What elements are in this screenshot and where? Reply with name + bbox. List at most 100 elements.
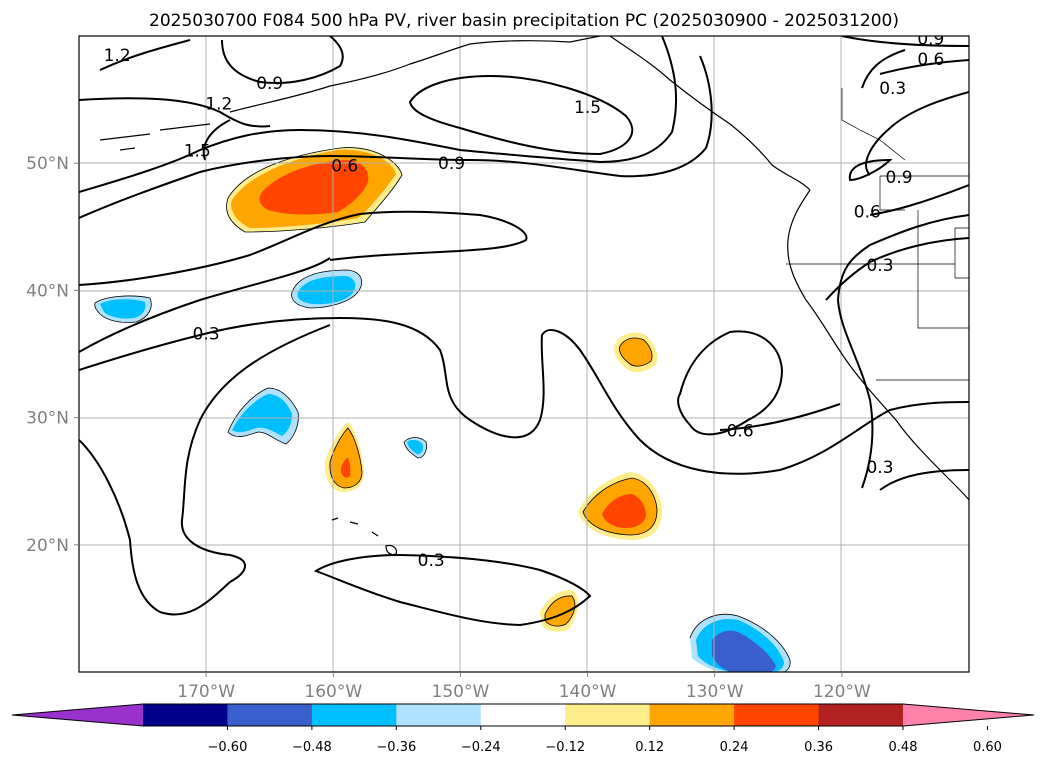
colorbar-segment [649, 704, 735, 726]
map-frame [78, 35, 970, 673]
colorbar-extend-low [12, 704, 143, 726]
anomaly-outline [619, 337, 653, 367]
contour-label: 0.6 [727, 421, 754, 441]
contour-label: 0.6 [331, 157, 358, 177]
anomaly-outline [544, 595, 576, 627]
positive-anomaly-region [329, 428, 362, 488]
colorbar-segment [311, 704, 397, 726]
contour-label: 0.9 [438, 154, 465, 174]
anomaly-outline [582, 477, 658, 536]
contour-label: 1.5 [184, 141, 211, 161]
contour-label: 0.3 [866, 256, 893, 276]
alaska-coast [229, 36, 601, 113]
west-coast [787, 189, 969, 501]
y-tick-label: 40°N [26, 281, 69, 301]
colorbar-tick-label: 0.48 [889, 740, 918, 755]
negative-anomaly-region [297, 276, 356, 305]
chart-title: 2025030700 F084 500 hPa PV, river basin … [149, 11, 899, 31]
anomaly-outline [227, 387, 299, 445]
contour-label: 0.9 [886, 168, 913, 188]
x-tick-label: 130°W [686, 682, 744, 702]
pv-contour-1.5 [202, 119, 231, 161]
colorbar-tick-label: 0.24 [720, 740, 749, 755]
precip-shading [94, 147, 791, 672]
contour-label: 1.2 [205, 94, 232, 114]
pv-contour-1.2 [79, 36, 678, 193]
pv-contour-0.3 [79, 324, 331, 616]
inland-borders [786, 88, 969, 381]
contour-label: 0.3 [418, 551, 445, 571]
pv-contour-0.6 [879, 59, 969, 75]
contour-label: 1.2 [104, 46, 131, 66]
pv-contour-0.3 [825, 237, 969, 301]
positive-anomaly-region [619, 338, 653, 367]
pv-contour-1.5 [408, 74, 634, 156]
colorbar-tick-label: 0.36 [804, 740, 833, 755]
precip-outlines [94, 147, 791, 672]
pv-contour-1.2 [99, 39, 191, 71]
colorbar-tick-label: 0.60 [973, 740, 1002, 755]
colorbar-extend-high [903, 704, 1034, 726]
negative-anomaly-region [232, 394, 292, 436]
negative-anomaly-region [712, 630, 776, 672]
colorbar-outline [11, 703, 1035, 727]
x-tick-label: 170°W [177, 682, 235, 702]
colorbar-tick-label: −0.60 [208, 740, 248, 755]
colorbar-segment [818, 704, 904, 726]
positive-anomaly-region [341, 458, 351, 478]
pv-contour-0.9 [221, 36, 344, 85]
contour-label: 0.6 [854, 203, 881, 223]
colorbar-segment [143, 704, 228, 726]
anomaly-outline [403, 437, 427, 459]
colorbar-segment [734, 704, 820, 726]
colorbar-segment [565, 704, 651, 726]
contour-label: 0.6 [917, 50, 944, 70]
pv-contour-1.2 [79, 97, 271, 128]
y-tick-label: 20°N [26, 536, 69, 556]
x-tick-label: 120°W [813, 682, 871, 702]
colorbar-tick-label: 0.12 [635, 740, 664, 755]
contour-label: 0.9 [917, 30, 944, 50]
contour-labels: 1.20.91.21.51.50.90.60.30.60.30.30.90.60… [104, 30, 945, 571]
pv-contour-0.6 [79, 210, 528, 286]
y-tick-label: 50°N [26, 154, 69, 174]
islands [99, 123, 211, 151]
pv-contour-0.9 [841, 36, 969, 216]
positive-anomaly-region [259, 160, 369, 215]
positive-anomaly-region [602, 494, 646, 528]
colorbar: −0.60 −0.48 −0.36 −0.24 −0.12 0.12 0.24 0.36 0.4… [11, 703, 1035, 755]
colorbar-tick-label: −0.24 [461, 740, 501, 755]
contour-label: 0.3 [193, 325, 220, 345]
contour-label: 1.5 [574, 98, 601, 118]
colorbar-segment [480, 704, 566, 726]
contour-label: 0.3 [879, 79, 906, 99]
pv-contour-0.3 [879, 469, 969, 491]
map-area: 1.20.91.21.51.50.90.60.30.60.30.30.90.60… [79, 30, 969, 672]
pv-contour-0.6 [677, 330, 784, 436]
pv-contour-0.3 [861, 49, 969, 176]
pv-contours [79, 36, 969, 627]
x-tick-label: 150°W [432, 682, 490, 702]
x-tick-label: 160°W [304, 682, 362, 702]
anomaly-outline [94, 295, 152, 323]
colorbar-tick-label: −0.12 [545, 740, 585, 755]
colorbar-segment [396, 704, 482, 726]
negative-anomaly-region [407, 439, 424, 455]
contour-label: 0.9 [256, 74, 283, 94]
pv-contour-0.9 [79, 55, 713, 219]
coastlines [99, 36, 969, 556]
gulf-of-alaska-coast [609, 36, 811, 191]
anomaly-outline [226, 147, 403, 233]
y-tick-label: 30°N [26, 409, 69, 429]
colorbar-segment [227, 704, 313, 726]
x-tick-label: 140°W [559, 682, 617, 702]
y-axis-ticks: 20°N 30°N 40°N 50°N [26, 154, 79, 556]
pv-contour-0.6 [719, 214, 969, 489]
pv-contour-0.3 [79, 257, 969, 475]
x-axis-ticks: 170°W 160°W 150°W 140°W 130°W 120°W [177, 672, 871, 702]
contour-label: 0.3 [866, 458, 893, 478]
anomaly-outline [291, 269, 363, 309]
hawaii [331, 517, 397, 556]
anomaly-outline [329, 427, 363, 489]
